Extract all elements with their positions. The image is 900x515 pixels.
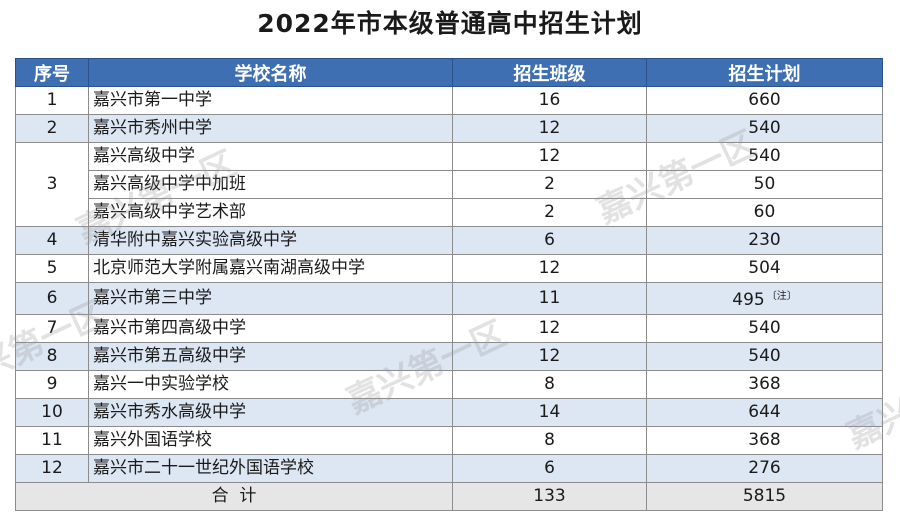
school-cell: 嘉兴高级中学艺术部	[88, 198, 453, 227]
school-cell: 嘉兴市第四高级中学	[88, 314, 453, 343]
seq-cell: 10	[15, 398, 89, 427]
plan-cell: 495 〔注〕	[646, 282, 883, 315]
table-row: 9 嘉兴一中实验学校 8 368	[15, 370, 883, 399]
classes-cell: 12	[452, 142, 647, 171]
seq-cell: 7	[15, 314, 89, 343]
table-row: 7 嘉兴市第四高级中学 12 540	[15, 314, 883, 343]
table-row: 1 嘉兴市第一中学 16 660	[15, 86, 883, 115]
seq-cell: 6	[15, 282, 89, 315]
classes-cell: 2	[452, 170, 647, 199]
classes-cell: 6	[452, 454, 647, 483]
school-cell: 嘉兴一中实验学校	[88, 370, 453, 399]
table-row: 2 嘉兴市秀州中学 12 540	[15, 114, 883, 143]
seq-cell: 12	[15, 454, 89, 483]
total-label: 合 计	[15, 482, 453, 511]
classes-cell: 2	[452, 198, 647, 227]
plan-cell: 540	[646, 114, 883, 143]
plan-cell: 368	[646, 426, 883, 455]
school-cell: 嘉兴高级中学	[88, 142, 453, 171]
table-row: 11 嘉兴外国语学校 8 368	[15, 426, 883, 455]
enrollment-table: 序号 学校名称 招生班级 招生计划 1 嘉兴市第一中学 16 660 2 嘉兴市…	[15, 58, 883, 511]
table-row: 嘉兴高级中学艺术部 2 60	[16, 198, 883, 227]
school-cell: 嘉兴市第三中学	[88, 282, 453, 315]
total-classes: 133	[452, 482, 647, 511]
seq-cell: 9	[15, 370, 89, 399]
school-cell: 嘉兴市二十一世纪外国语学校	[88, 454, 453, 483]
school-cell: 清华附中嘉兴实验高级中学	[88, 226, 453, 255]
school-cell: 嘉兴市第一中学	[88, 86, 453, 115]
plan-cell: 660	[646, 86, 883, 115]
table-row: 4 清华附中嘉兴实验高级中学 6 230	[15, 226, 883, 255]
footnote-marker: 〔注〕	[766, 291, 797, 302]
table-row: 8 嘉兴市第五高级中学 12 540	[15, 342, 883, 371]
plan-cell: 230	[646, 226, 883, 255]
school-cell: 嘉兴市秀水高级中学	[88, 398, 453, 427]
plan-value: 495	[732, 290, 765, 310]
table-row: 12 嘉兴市二十一世纪外国语学校 6 276	[15, 454, 883, 483]
classes-cell: 12	[452, 254, 647, 283]
table-row: 10 嘉兴市秀水高级中学 14 644	[15, 398, 883, 427]
classes-cell: 14	[452, 398, 647, 427]
classes-cell: 8	[452, 426, 647, 455]
seq-cell: 1	[15, 86, 89, 115]
header-plan: 招生计划	[646, 58, 883, 87]
table-row: 3 嘉兴高级中学 12 540	[15, 142, 883, 227]
school-cell: 北京师范大学附属嘉兴南湖高级中学	[88, 254, 453, 283]
plan-cell: 276	[646, 454, 883, 483]
classes-cell: 6	[452, 226, 647, 255]
school-cell: 嘉兴市秀州中学	[88, 114, 453, 143]
table-row: 5 北京师范大学附属嘉兴南湖高级中学 12 504	[15, 254, 883, 283]
seq-cell: 8	[15, 342, 89, 371]
seq-cell: 3	[15, 142, 89, 227]
seq-cell: 11	[15, 426, 89, 455]
table-header-row: 序号 学校名称 招生班级 招生计划	[15, 58, 883, 87]
table-row: 6 嘉兴市第三中学 11 495 〔注〕	[15, 282, 883, 315]
classes-cell: 12	[452, 314, 647, 343]
header-school: 学校名称	[88, 58, 453, 87]
page-title: 2022年市本级普通高中招生计划	[257, 9, 643, 38]
plan-cell: 60	[646, 198, 883, 227]
table-row: 嘉兴高级中学中加班 2 50	[16, 170, 883, 199]
header-classes: 招生班级	[452, 58, 647, 87]
seq-cell: 4	[15, 226, 89, 255]
plan-cell: 540	[646, 314, 883, 343]
classes-cell: 8	[452, 370, 647, 399]
header-seq: 序号	[15, 58, 89, 87]
seq-cell: 2	[15, 114, 89, 143]
plan-cell: 644	[646, 398, 883, 427]
school-cell: 嘉兴市第五高级中学	[88, 342, 453, 371]
classes-cell: 16	[452, 86, 647, 115]
classes-cell: 12	[452, 114, 647, 143]
plan-cell: 540	[646, 342, 883, 371]
plan-cell: 50	[646, 170, 883, 199]
plan-cell: 540	[646, 142, 883, 171]
school-cell: 嘉兴外国语学校	[88, 426, 453, 455]
seq-cell: 5	[15, 254, 89, 283]
classes-cell: 11	[452, 282, 647, 315]
total-plan: 5815	[646, 482, 883, 511]
plan-cell: 368	[646, 370, 883, 399]
plan-cell: 504	[646, 254, 883, 283]
classes-cell: 12	[452, 342, 647, 371]
school-cell: 嘉兴高级中学中加班	[88, 170, 453, 199]
total-row: 合 计 133 5815	[15, 482, 883, 511]
